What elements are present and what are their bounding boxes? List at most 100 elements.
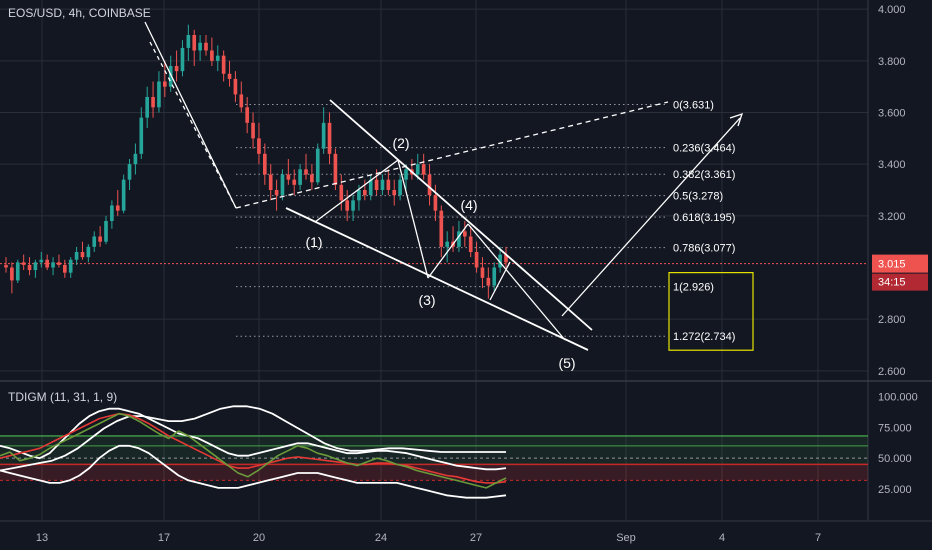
countdown-tag — [872, 273, 928, 291]
candle-body-54 — [321, 122, 326, 149]
candle-body-10 — [63, 264, 67, 273]
candle-body-37 — [221, 55, 226, 74]
indicator-rsi-line — [0, 412, 507, 489]
candle-body-3 — [21, 262, 26, 265]
candle-body-45 — [268, 174, 273, 190]
x-tick-label-3: 24 — [375, 532, 387, 544]
candle-body-77 — [457, 231, 461, 247]
candle-body-82 — [486, 277, 491, 286]
symbol-label[interactable]: EOS/USD, 4h, COINBASE — [8, 6, 151, 20]
candle-body-17 — [104, 221, 108, 242]
wave-label-4: (4) — [460, 197, 477, 213]
candle-body-23 — [139, 117, 144, 154]
indicator-bb-top — [0, 407, 507, 471]
x-tick-label-6: 4 — [719, 532, 725, 544]
candle-body-72 — [427, 174, 432, 196]
x-tick-label-1: 17 — [158, 532, 170, 544]
candle-body-29 — [174, 66, 179, 72]
y-tick-label-4: 3.200 — [878, 211, 906, 223]
candle-body-18 — [110, 205, 114, 221]
fib-target-box — [668, 272, 754, 351]
candle-body-46 — [274, 190, 279, 196]
wave-label-2: (2) — [392, 135, 409, 151]
candle-body-44 — [263, 153, 267, 175]
fib-level-label-0: 0(3.631) — [673, 99, 714, 111]
candle-body-66 — [392, 190, 397, 196]
y-tick-label-2: 3.600 — [878, 108, 906, 120]
x-tick-label-7: 7 — [815, 532, 821, 544]
candle-body-16 — [98, 236, 102, 242]
candle-body-65 — [386, 179, 391, 190]
indicator-signal-line — [0, 412, 507, 484]
indicator-tick-label-1: 75.000 — [878, 422, 912, 434]
candle-body-59 — [351, 200, 355, 211]
fib-level-label-4: 0.618(3.195) — [673, 212, 735, 224]
candle-body-68 — [404, 169, 408, 180]
candle-body-43 — [257, 138, 261, 154]
indicator-label[interactable]: TDIGM (11, 31, 1, 9) — [8, 390, 118, 404]
x-tick-label-2: 20 — [253, 532, 265, 544]
countdown-value: 34:15 — [878, 277, 906, 289]
projection-line — [561, 117, 741, 317]
candle-body-52 — [310, 174, 314, 183]
candle-body-20 — [121, 179, 126, 211]
trend-line-dashed-decline — [149, 41, 237, 209]
y-tick-label-3: 3.400 — [878, 159, 906, 171]
candle-body-60 — [357, 190, 361, 201]
candle-body-84 — [498, 254, 502, 268]
fib-level-label-6: 1(2.926) — [673, 282, 714, 294]
candle-body-1 — [10, 267, 14, 281]
candle-body-57 — [339, 184, 344, 201]
candle-body-30 — [180, 47, 185, 72]
wave-label-3: (3) — [418, 292, 435, 308]
candle-body-38 — [227, 73, 232, 79]
candle-body-40 — [239, 94, 244, 108]
candle-body-58 — [345, 200, 349, 211]
indicator-tick-label-3: 25.000 — [878, 484, 912, 496]
candle-body-27 — [163, 81, 167, 87]
candle-body-49 — [292, 179, 297, 185]
y-tick-label-6: 2.600 — [878, 366, 906, 378]
candle-body-67 — [398, 179, 402, 196]
candle-body-8 — [51, 262, 55, 268]
candle-body-33 — [198, 42, 202, 51]
candle-body-28 — [168, 66, 173, 87]
current-price-value: 3.015 — [878, 259, 906, 271]
candle-body-9 — [57, 262, 61, 265]
candle-body-71 — [421, 164, 426, 175]
candle-body-14 — [86, 246, 91, 258]
channel-upper-line — [329, 99, 593, 331]
candle-body-36 — [215, 55, 220, 61]
candle-body-75 — [445, 241, 449, 247]
candle-body-79 — [468, 236, 473, 252]
channel-lower-line — [285, 207, 589, 351]
candle-body-64 — [380, 179, 385, 190]
candle-body-56 — [333, 153, 338, 185]
candle-body-42 — [251, 122, 255, 139]
candle-body-47 — [280, 174, 285, 196]
wave-4-to-5 — [467, 223, 566, 341]
candle-body-25 — [151, 97, 155, 108]
wave-3-to-4 — [427, 223, 469, 279]
indicator-white-long — [0, 405, 506, 472]
candle-body-70 — [415, 164, 420, 175]
candle-body-85 — [504, 254, 508, 263]
candle-body-12 — [74, 252, 79, 260]
candle-body-50 — [298, 169, 302, 185]
candle-body-53 — [315, 148, 320, 183]
candle-body-6 — [39, 259, 44, 263]
fib-level-label-5: 0.786(3.077) — [673, 243, 735, 255]
candle-body-35 — [210, 50, 214, 61]
candle-body-51 — [304, 169, 308, 175]
candle-body-19 — [115, 205, 120, 211]
candle-body-41 — [245, 107, 249, 123]
candle-body-48 — [286, 174, 291, 180]
candle-body-5 — [33, 262, 38, 271]
wave-2-to-3 — [397, 159, 429, 279]
trend-line-decline — [144, 21, 237, 209]
candle-body-7 — [45, 259, 49, 268]
fib-level-label-1: 0.236(3.464) — [673, 143, 735, 155]
candle-body-31 — [186, 35, 191, 48]
